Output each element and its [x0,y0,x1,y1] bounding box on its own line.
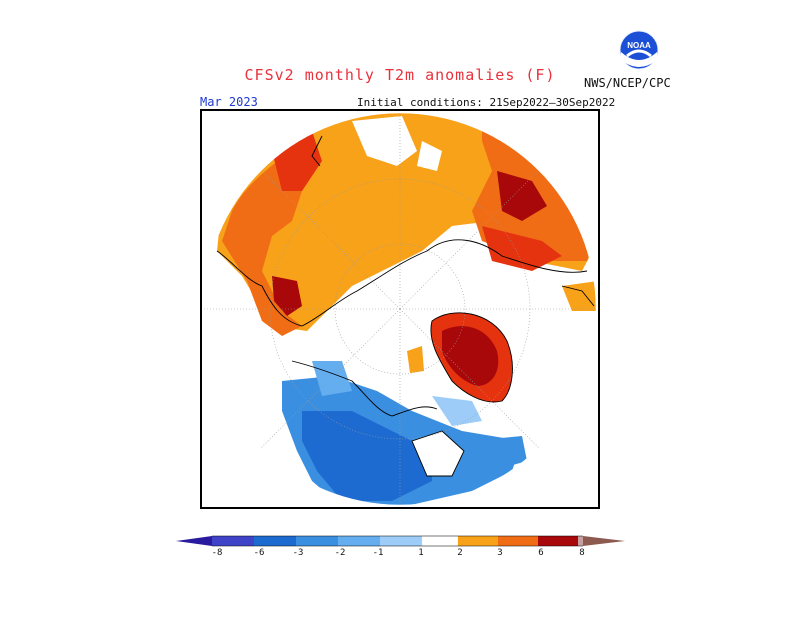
anomaly-north-america-cold-6 [302,411,432,501]
legend-bin [538,536,578,546]
anomaly-east-siberia-red [482,226,562,271]
legend-bin [380,536,422,546]
legend-tick-label: 2 [457,548,463,558]
anomaly-hudson-white [412,431,464,476]
anomaly-eurasia-deep-red-1 [497,171,547,221]
map-title: CFSv2 monthly T2m anomalies (F) [244,66,556,84]
legend-tick-label: -3 [292,548,304,558]
legend-bin [338,536,380,546]
legend-bin [296,536,338,546]
legend-tick-label: 8 [579,548,585,558]
agency-label: NWS/NCEP/CPC [584,76,671,90]
legend-bin [212,536,254,546]
legend-bin [578,536,583,546]
noaa-logo: NOAA [619,30,659,70]
map-frame [200,109,600,509]
legend-bin [421,535,459,547]
legend-bin [458,536,498,546]
legend-tick-label: -6 [253,548,265,558]
color-legend [176,535,625,547]
legend-tick-label: -2 [334,548,346,558]
legend-tick-label: -1 [372,548,384,558]
polar-map [203,112,597,506]
legend-tick-label: -8 [211,548,223,558]
legend-high-arrow [583,536,625,546]
anomaly-greenland-deep-red [442,326,499,386]
anomaly-eurasia-deep-red-2 [272,276,302,316]
initial-conditions: Initial conditions: 21Sep2022–30Sep2022 [357,96,616,109]
anomaly-labrador-cold [472,436,527,471]
legend-low-arrow [176,536,212,546]
legend-tick-label: 1 [418,548,424,558]
legend-bin [498,536,538,546]
legend-tick-label: 3 [497,548,503,558]
anomaly-baffin-cold-1 [432,396,482,426]
svg-text:NOAA: NOAA [627,41,651,50]
legend-tick-label: 6 [538,548,544,558]
valid-month: Mar 2023 [200,95,258,109]
anomaly-eurasia-red-west [222,151,302,336]
legend-bin [254,536,296,546]
